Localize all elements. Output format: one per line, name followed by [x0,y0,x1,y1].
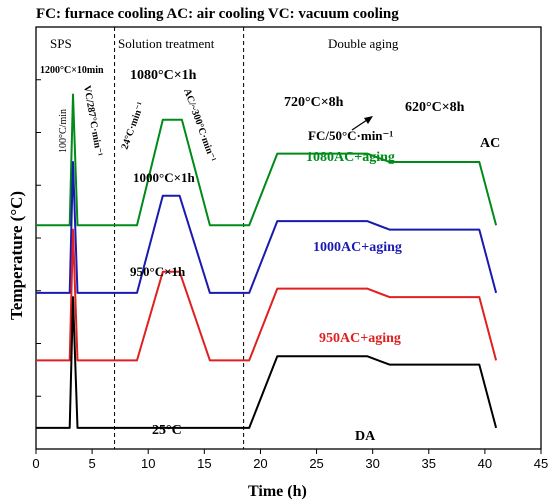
y-axis-label: Temperature (°C) [7,191,26,320]
series-label-da: DA [355,429,376,444]
annotation-fc-rate: FC/50°C·min⁻¹ [308,128,393,143]
x-tick-label: 40 [478,456,492,471]
plot-frame [35,26,542,450]
annotation-aging-720: 720°C×8h [284,95,344,110]
stage-label-aging: Double aging [328,36,399,51]
x-tick-label: 35 [422,456,436,471]
x-tick-label: 30 [365,456,379,471]
series-layer [36,93,498,429]
annotation-hold-1080: 1080°C×1h [130,68,197,83]
annotation-room-temp: 25°C [152,423,182,438]
series-label-950: 950AC+aging [319,331,401,346]
stage-label-solution: Solution treatment [118,36,215,51]
annotation-sps-hold: 1200°C×10min [40,65,104,76]
x-tick-label: 10 [141,456,155,471]
x-tick-label: 15 [197,456,211,471]
x-tick-label: 25 [309,456,323,471]
annotation-vc-rate: VC/287°C·min⁻¹ [81,85,104,158]
annotation-heat-rate: 100°C/min [58,109,69,153]
annotation-solution-ac-rate: AC/~300°C·min⁻¹ [181,87,218,163]
cooling-legend: FC: furnace cooling AC: air cooling VC: … [36,6,399,22]
fc-arrow-head [364,116,373,124]
annotation-solution-heat-rate: 24°C·min⁻¹ [119,101,146,151]
series-line-0 [36,93,498,227]
annotation-hold-950: 950°C×1h [130,264,186,279]
x-tick-label: 45 [534,456,548,471]
x-tick-label: 5 [88,456,95,471]
annotation-aging-620: 620°C×8h [405,100,465,115]
x-axis-label: Time (h) [248,483,307,500]
series-label-1080: 1080AC+aging [306,150,395,165]
x-axis-ticks: 0 5 10 15 20 25 30 35 40 45 [32,449,548,471]
y-axis-ticks [36,26,41,450]
stage-label-sps: SPS [50,36,72,51]
annotation-ac: AC [480,136,500,151]
x-tick-label: 20 [253,456,267,471]
series-line-3 [36,296,498,429]
x-tick-label: 0 [32,456,39,471]
series-line-1 [36,161,498,294]
annotation-hold-1000: 1000°C×1h [133,170,195,185]
series-line-2 [36,228,498,362]
series-label-1000: 1000AC+aging [313,240,402,255]
